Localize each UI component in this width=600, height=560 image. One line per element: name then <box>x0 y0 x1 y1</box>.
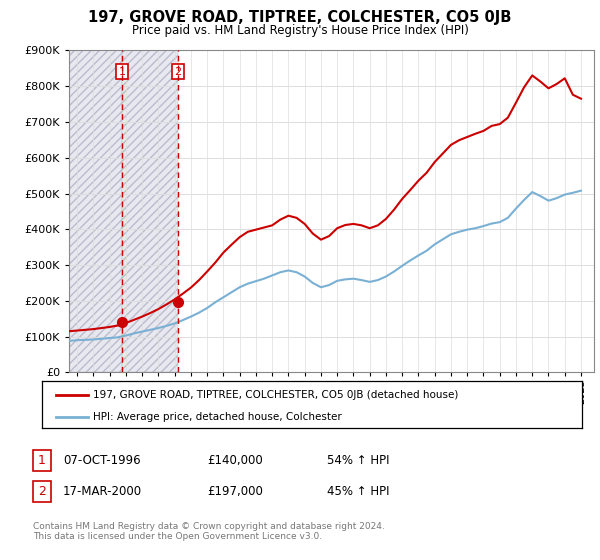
Bar <box>69 50 122 372</box>
Text: Price paid vs. HM Land Registry's House Price Index (HPI): Price paid vs. HM Land Registry's House … <box>131 24 469 36</box>
Text: 54% ↑ HPI: 54% ↑ HPI <box>327 454 389 467</box>
Text: HPI: Average price, detached house, Colchester: HPI: Average price, detached house, Colc… <box>94 412 342 422</box>
Text: 1: 1 <box>119 67 125 77</box>
Text: 1: 1 <box>38 454 46 467</box>
Bar <box>122 50 178 372</box>
Text: 45% ↑ HPI: 45% ↑ HPI <box>327 485 389 498</box>
Text: £197,000: £197,000 <box>207 485 263 498</box>
Text: 07-OCT-1996: 07-OCT-1996 <box>63 454 140 467</box>
Text: 197, GROVE ROAD, TIPTREE, COLCHESTER, CO5 0JB (detached house): 197, GROVE ROAD, TIPTREE, COLCHESTER, CO… <box>94 390 458 400</box>
Text: £140,000: £140,000 <box>207 454 263 467</box>
Text: 2: 2 <box>175 67 182 77</box>
Text: 197, GROVE ROAD, TIPTREE, COLCHESTER, CO5 0JB: 197, GROVE ROAD, TIPTREE, COLCHESTER, CO… <box>88 10 512 25</box>
Text: Contains HM Land Registry data © Crown copyright and database right 2024.
This d: Contains HM Land Registry data © Crown c… <box>33 522 385 542</box>
Text: 17-MAR-2000: 17-MAR-2000 <box>63 485 142 498</box>
Text: 2: 2 <box>38 485 46 498</box>
